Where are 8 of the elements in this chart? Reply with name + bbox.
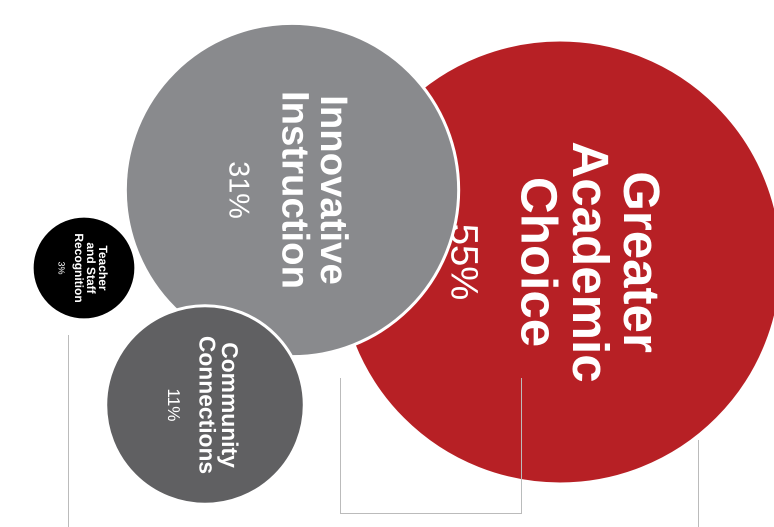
data-label: 31% — [222, 161, 255, 219]
category-label: Innovative Instruction — [273, 90, 355, 290]
category-label: Teacher and Staff Recognition — [72, 233, 110, 303]
data-label: 55% — [442, 224, 486, 300]
data-label: 11% — [164, 388, 183, 422]
data-label: 3% — [56, 261, 66, 275]
category-label: Community Connections — [194, 336, 244, 474]
category-label: Greater Academic Choice — [510, 141, 670, 383]
